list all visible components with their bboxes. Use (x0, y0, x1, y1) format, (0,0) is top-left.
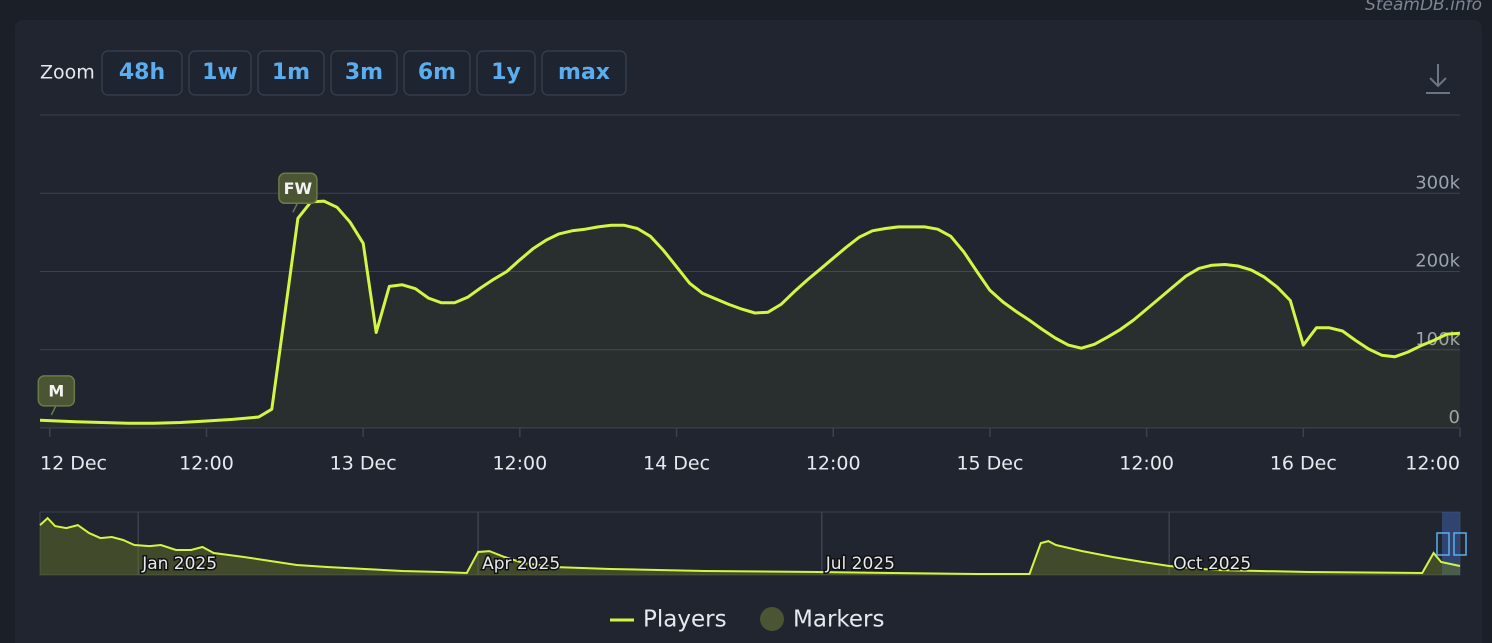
navigator-window[interactable] (1442, 512, 1460, 575)
navigator-tick-label: Oct 2025 (1173, 554, 1251, 574)
x-tick-label: 12:00 (492, 453, 547, 475)
button-frame (330, 50, 398, 96)
button-label: 1y (491, 60, 521, 85)
button-frame (257, 50, 325, 96)
x-tick-label: 12:00 (179, 453, 234, 475)
button-frame (188, 50, 252, 96)
download-icon[interactable] (1426, 64, 1450, 94)
x-tick-label: 12:00 (806, 453, 861, 475)
watermark: SteamDB.info (1365, 0, 1482, 15)
x-tick-label: 12 Dec (40, 453, 107, 475)
marker (278, 172, 318, 205)
button-frame (101, 50, 183, 96)
legend-swatch (760, 607, 784, 631)
y-tick-label: 0 (1449, 407, 1460, 428)
button-label: 48h (119, 60, 165, 85)
button-frame (476, 50, 536, 96)
legend-label[interactable]: Markers (793, 607, 884, 633)
zoom-button[interactable]: 3m (330, 50, 398, 96)
navigator-tick-label: Jul 2025 (825, 554, 895, 574)
x-tick-label: 12:00 (1405, 453, 1460, 475)
navigator-line (39, 516, 1461, 575)
x-tick-label: 14 Dec (643, 453, 710, 475)
button-frame (541, 50, 627, 96)
panel (15, 20, 1482, 643)
navigator-tick-label: Jan 2025 (141, 554, 217, 574)
button-label: 1w (202, 60, 238, 85)
x-tick-label: 12:00 (1119, 453, 1174, 475)
zoom-button[interactable]: 1y (476, 50, 536, 96)
zoom-button[interactable]: 1m (257, 50, 325, 96)
button-label: 6m (418, 60, 456, 85)
x-tick-label: 13 Dec (330, 453, 397, 475)
zoom-button[interactable]: 48h (101, 50, 183, 96)
marker (37, 375, 76, 407)
navigator-tick-label: Apr 2025 (482, 554, 560, 574)
zoom-label: Zoom (40, 62, 95, 84)
navigator-handle[interactable] (1436, 532, 1450, 556)
marker-label: FW (284, 179, 313, 198)
zoom-buttons: 48h 1w 1m 3m 6m 1y max (101, 50, 627, 96)
marker-label: M (48, 381, 64, 400)
series-line (39, 199, 1461, 425)
button-label: 3m (345, 60, 383, 85)
y-tick-label: 200k (1415, 251, 1460, 272)
zoom-button[interactable]: max (541, 50, 627, 96)
button-label: max (558, 60, 610, 85)
zoom-button[interactable]: 6m (403, 50, 471, 96)
navigator-area (40, 518, 1460, 575)
x-tick-label: 16 Dec (1270, 453, 1337, 475)
series-area (40, 201, 1460, 428)
y-tick-label: 300k (1415, 172, 1460, 193)
button-frame (403, 50, 471, 96)
legend-label[interactable]: Players (643, 607, 727, 633)
x-tick-label: 15 Dec (956, 453, 1023, 475)
navigator-handle[interactable] (1453, 532, 1467, 556)
zoom-button[interactable]: 1w (188, 50, 252, 96)
button-label: 1m (272, 60, 310, 85)
